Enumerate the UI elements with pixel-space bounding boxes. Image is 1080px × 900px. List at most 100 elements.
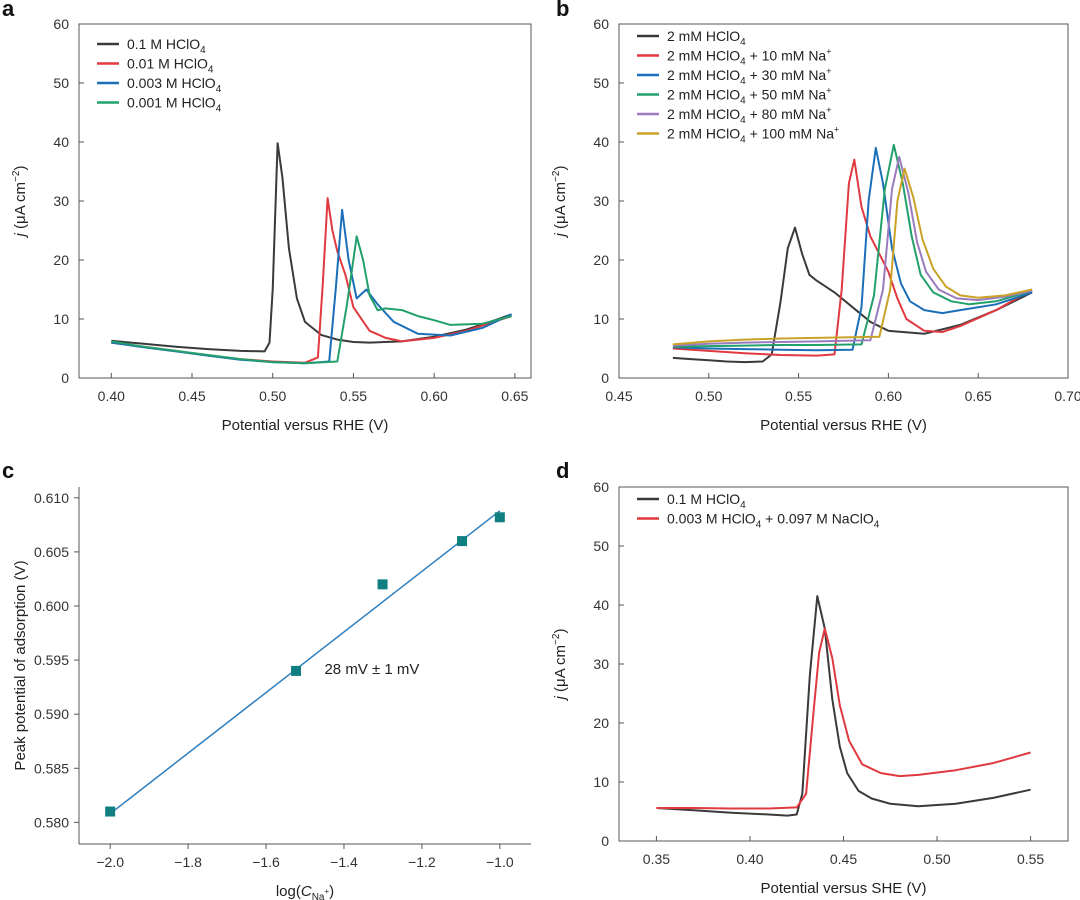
series-line-1: [111, 142, 512, 353]
x-tick-label: −1.0: [486, 854, 514, 870]
legend-label-5: 2 mM HClO4 + 80 mM Na+: [667, 105, 831, 126]
y-tick-label: 10: [593, 774, 609, 790]
legend-label-3: 0.003 M HClO4: [127, 75, 222, 95]
data-point-1: [105, 806, 116, 817]
y-tick-label: 40: [593, 134, 609, 150]
x-axis-title: log(CNa+): [276, 883, 334, 900]
x-tick-label: 0.40: [98, 388, 125, 404]
y-tick-label: 0: [601, 370, 609, 386]
x-tick-label: 0.55: [1017, 851, 1044, 867]
series-line-5: [672, 155, 1033, 347]
series-line-2: [111, 197, 512, 364]
x-tick-label: −1.6: [252, 854, 280, 870]
series-line-6: [672, 167, 1033, 346]
x-tick-label: 0.50: [695, 388, 722, 404]
series-line-3: [672, 146, 1033, 352]
y-tick-label: 30: [593, 193, 609, 209]
y-tick-label: 40: [593, 597, 609, 613]
y-tick-label: 30: [593, 656, 609, 672]
legend-label-1: 0.1 M HClO4: [127, 36, 206, 56]
x-tick-label: −1.2: [408, 854, 436, 870]
data-point-4: [457, 536, 468, 547]
y-tick-label: 50: [53, 75, 69, 91]
x-tick-label: 0.40: [736, 851, 763, 867]
y-tick-label: 40: [53, 134, 69, 150]
x-tick-label: 0.35: [643, 851, 670, 867]
x-tick-label: 0.45: [830, 851, 857, 867]
y-tick-label: 10: [593, 311, 609, 327]
y-tick-label: 60: [593, 16, 609, 32]
y-tick-label: 50: [593, 538, 609, 554]
panel-letter-c: c: [2, 458, 14, 483]
panel-c: −2.0 −1.8 −1.6 −1.4 −1.2 −1.0 0.580 0.585 0.590 0…: [12, 487, 531, 900]
x-tick-label: 0.55: [340, 388, 367, 404]
y-tick-label: 0.610: [34, 490, 69, 506]
series-line-2: [672, 158, 1033, 357]
y-axis-title: Peak potential of adsorption (V): [12, 560, 29, 770]
x-axis-title: Potential versus RHE (V): [760, 417, 927, 434]
x-tick-label: −1.8: [174, 854, 202, 870]
y-tick-label: 0: [61, 370, 69, 386]
legend-label-6: 2 mM HClO4 + 100 mM Na+: [667, 125, 839, 146]
x-tick-label: 0.65: [501, 388, 528, 404]
panel-d: 0.35 0.40 0.45 0.50 0.55 0 10 20 30 40 50 60 Potenti…: [551, 479, 1069, 897]
legend-label-3: 2 mM HClO4 + 30 mM Na+: [667, 66, 831, 87]
panel-b: 0.45 0.50 0.55 0.60 0.65 0.70 0 10 20 30 40 50 60 Pot…: [551, 16, 1080, 434]
x-tick-label: 0.55: [785, 388, 812, 404]
y-tick-label: 0.595: [34, 652, 69, 668]
series-line-1: [672, 226, 1033, 364]
panel-letter-b: b: [556, 0, 569, 21]
x-tick-label: −2.0: [96, 854, 124, 870]
x-tick-label: 0.50: [259, 388, 286, 404]
x-tick-label: 0.60: [421, 388, 448, 404]
legend-label-1: 2 mM HClO4: [667, 28, 746, 48]
x-tick-label: 0.70: [1054, 388, 1080, 404]
panel-letter-d: d: [556, 458, 569, 483]
x-tick-label: 0.45: [178, 388, 205, 404]
slope-annotation: 28 mV ± 1 mV: [324, 661, 419, 678]
x-tick-label: 0.65: [965, 388, 992, 404]
legend-label-4: 2 mM HClO4 + 50 mM Na+: [667, 86, 831, 107]
legend-label-4: 0.001 M HClO4: [127, 95, 222, 115]
series-line-4: [672, 143, 1033, 348]
series-line-1: [656, 595, 1031, 817]
legend-label-1: 0.1 M HClO4: [667, 491, 746, 511]
y-tick-label: 30: [53, 193, 69, 209]
y-tick-label: 20: [593, 252, 609, 268]
y-axis-title: j (μA cm−2): [11, 166, 29, 239]
x-axis-title: Potential versus RHE (V): [222, 417, 389, 434]
x-tick-label: 0.45: [605, 388, 632, 404]
y-tick-label: 20: [593, 715, 609, 731]
data-point-3: [377, 579, 388, 590]
x-tick-label: 0.50: [923, 851, 950, 867]
plot-frame: [618, 486, 1069, 842]
y-tick-label: 0.580: [34, 814, 69, 830]
series-line-2: [656, 627, 1031, 810]
y-tick-label: 50: [593, 75, 609, 91]
fit-line: [109, 510, 501, 815]
x-tick-label: 0.60: [875, 388, 902, 404]
legend-label-2: 2 mM HClO4 + 10 mM Na+: [667, 47, 831, 68]
y-tick-label: 0.585: [34, 760, 69, 776]
x-tick-label: −1.4: [330, 854, 358, 870]
data-point-2: [291, 665, 302, 676]
y-tick-label: 0: [601, 833, 609, 849]
series-line-3: [111, 208, 513, 365]
y-axis-title: j (μA cm−2): [551, 629, 569, 702]
legend-label-2: 0.003 M HClO4 + 0.097 M NaClO4: [667, 511, 880, 531]
y-tick-label: 60: [593, 479, 609, 495]
y-axis-title: j (μA cm−2): [551, 166, 569, 239]
y-tick-label: 10: [53, 311, 69, 327]
panel-a: 0.40 0.45 0.50 0.55 0.60 0.65 0 10 20 30 40 50 60 Pot…: [11, 16, 532, 434]
y-tick-label: 0.605: [34, 544, 69, 560]
data-point-5: [494, 512, 505, 523]
x-axis-title: Potential versus SHE (V): [761, 880, 927, 897]
series-line-4: [111, 235, 512, 365]
legend-label-2: 0.01 M HClO4: [127, 56, 214, 76]
y-tick-label: 20: [53, 252, 69, 268]
y-tick-label: 0.600: [34, 598, 69, 614]
y-tick-label: 60: [53, 16, 69, 32]
y-tick-label: 0.590: [34, 706, 69, 722]
panel-letter-a: a: [2, 0, 15, 21]
